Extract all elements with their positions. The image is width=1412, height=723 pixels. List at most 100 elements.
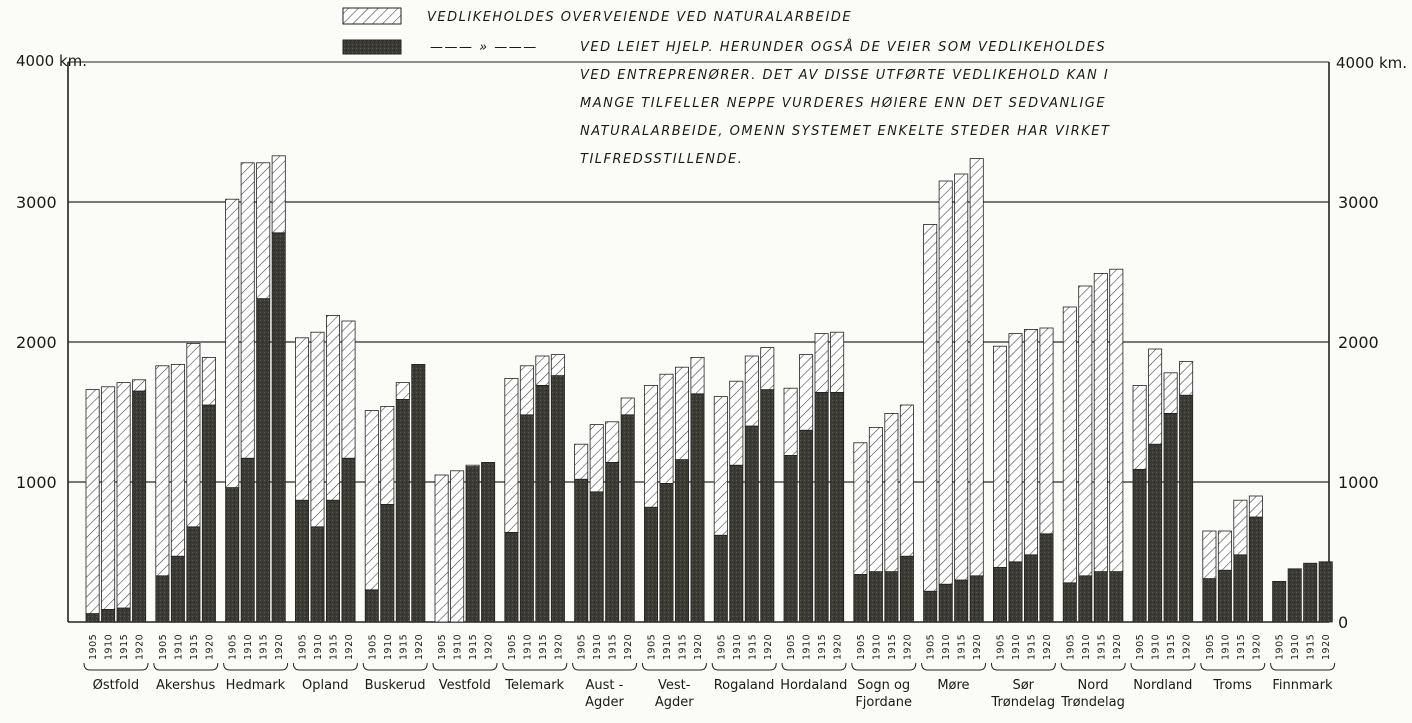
- bar-hired: [482, 462, 495, 622]
- year-label: 1915: [817, 634, 828, 660]
- year-bracket: [1061, 663, 1125, 670]
- year-label: 1915: [887, 634, 898, 660]
- bars: [86, 156, 1332, 622]
- year-label: 1920: [902, 634, 913, 660]
- region-label: Rogaland: [714, 678, 775, 693]
- year-label: 1910: [522, 634, 533, 660]
- year-bracket: [573, 663, 637, 670]
- bar-natural: [1063, 307, 1076, 583]
- year-label: 1910: [173, 634, 184, 660]
- bar-natural: [691, 357, 704, 393]
- bar-hired: [745, 426, 758, 622]
- year-bracket: [782, 663, 846, 670]
- bar-natural: [675, 367, 688, 459]
- bar-natural: [761, 348, 774, 390]
- year-label: 1915: [398, 634, 409, 660]
- bar-hired: [381, 504, 394, 622]
- bar-hired: [1288, 569, 1301, 622]
- year-label: 1905: [1205, 634, 1216, 660]
- bar-hired: [939, 584, 952, 622]
- bar-hired: [575, 479, 588, 622]
- bar-group: [1273, 562, 1333, 622]
- year-bracket: [1201, 663, 1265, 670]
- year-label: 1915: [1096, 634, 1107, 660]
- year-label: 1905: [577, 634, 588, 660]
- left-tick-label: 1000: [16, 473, 57, 492]
- bar-hired: [102, 609, 115, 622]
- bar-hired: [800, 430, 813, 622]
- region-label: Hordaland: [780, 678, 847, 693]
- bar-group: [714, 348, 774, 622]
- legend-hired-line2: VED ENTREPRENØRER. DET AV DISSE UTFØRTE …: [580, 68, 1109, 83]
- year-label: 1915: [119, 634, 130, 660]
- year-label: 1915: [468, 634, 479, 660]
- bar-natural: [1009, 334, 1022, 562]
- bar-natural: [1164, 373, 1177, 414]
- year-bracket: [852, 663, 916, 670]
- year-label: 1910: [453, 634, 464, 660]
- bar-natural: [295, 338, 308, 500]
- bar-natural: [171, 364, 184, 556]
- year-label: 1920: [135, 634, 146, 660]
- year-bracket: [991, 663, 1055, 670]
- year-label: 1905: [926, 634, 937, 660]
- bar-hired: [133, 391, 146, 622]
- bar-hired: [900, 556, 913, 622]
- bar-hired: [869, 572, 882, 622]
- bar-natural: [924, 224, 937, 591]
- bar-group: [1203, 496, 1263, 622]
- bar-hired: [241, 458, 254, 622]
- bar-natural: [714, 397, 727, 536]
- region-label: Sør: [1012, 678, 1034, 693]
- region-label: Vest-: [658, 678, 691, 693]
- bar-natural: [241, 163, 254, 458]
- year-label: 1920: [1251, 634, 1262, 660]
- bar-natural: [451, 471, 464, 622]
- year-label: 1915: [1027, 634, 1038, 660]
- bar-hired: [644, 507, 657, 622]
- year-label: 1915: [1236, 634, 1247, 660]
- year-label: 1920: [623, 634, 634, 660]
- right-unit-label: 4000 km.: [1336, 54, 1407, 72]
- bar-hired: [396, 399, 409, 622]
- legend-hired-line5: TILFREDSSTILLENDE.: [580, 152, 743, 167]
- left-tick-label: 3000: [16, 193, 57, 212]
- year-label: 1920: [1042, 634, 1053, 660]
- bar-natural: [955, 174, 968, 580]
- bar-hired: [202, 405, 215, 622]
- bar-hired: [1234, 555, 1247, 622]
- bar-group: [365, 364, 425, 622]
- legend-natural-text: VEDLIKEHOLDES OVERVEIENDE VED NATURALARB…: [427, 10, 852, 25]
- bar-hired: [187, 527, 200, 622]
- year-bracket: [293, 663, 357, 670]
- year-label: 1910: [1151, 634, 1162, 660]
- right-tick-label: 2000: [1338, 333, 1379, 352]
- legend-hired-line1: VED LEIET HJELP. HERUNDER OGSÅ DE VEIER …: [580, 39, 1106, 55]
- bar-hired: [815, 392, 828, 622]
- year-label: 1920: [204, 634, 215, 660]
- bar-natural: [970, 159, 983, 576]
- year-label: 1905: [158, 634, 169, 660]
- year-label: 1910: [732, 634, 743, 660]
- year-label: 1905: [647, 634, 658, 660]
- bar-hired: [714, 535, 727, 622]
- year-label: 1920: [833, 634, 844, 660]
- bar-group: [226, 156, 286, 622]
- bar-hired: [885, 572, 898, 622]
- left-unit-label: 4000 km.: [16, 52, 87, 70]
- region-label: Hedmark: [226, 678, 286, 693]
- region-label: Finnmark: [1272, 678, 1333, 693]
- bar-hired: [590, 492, 603, 622]
- legend-hired-marker: ——— » ———: [430, 40, 538, 55]
- year-label: 1920: [414, 634, 425, 660]
- bar-natural: [202, 357, 215, 405]
- year-label: 1905: [716, 634, 727, 660]
- bar-hired: [295, 500, 308, 622]
- bar-natural: [784, 388, 797, 455]
- bar-hired: [257, 299, 270, 622]
- year-bracket: [712, 663, 776, 670]
- bar-hired: [412, 364, 425, 622]
- bar-hired: [1273, 581, 1286, 622]
- year-label: 1910: [383, 634, 394, 660]
